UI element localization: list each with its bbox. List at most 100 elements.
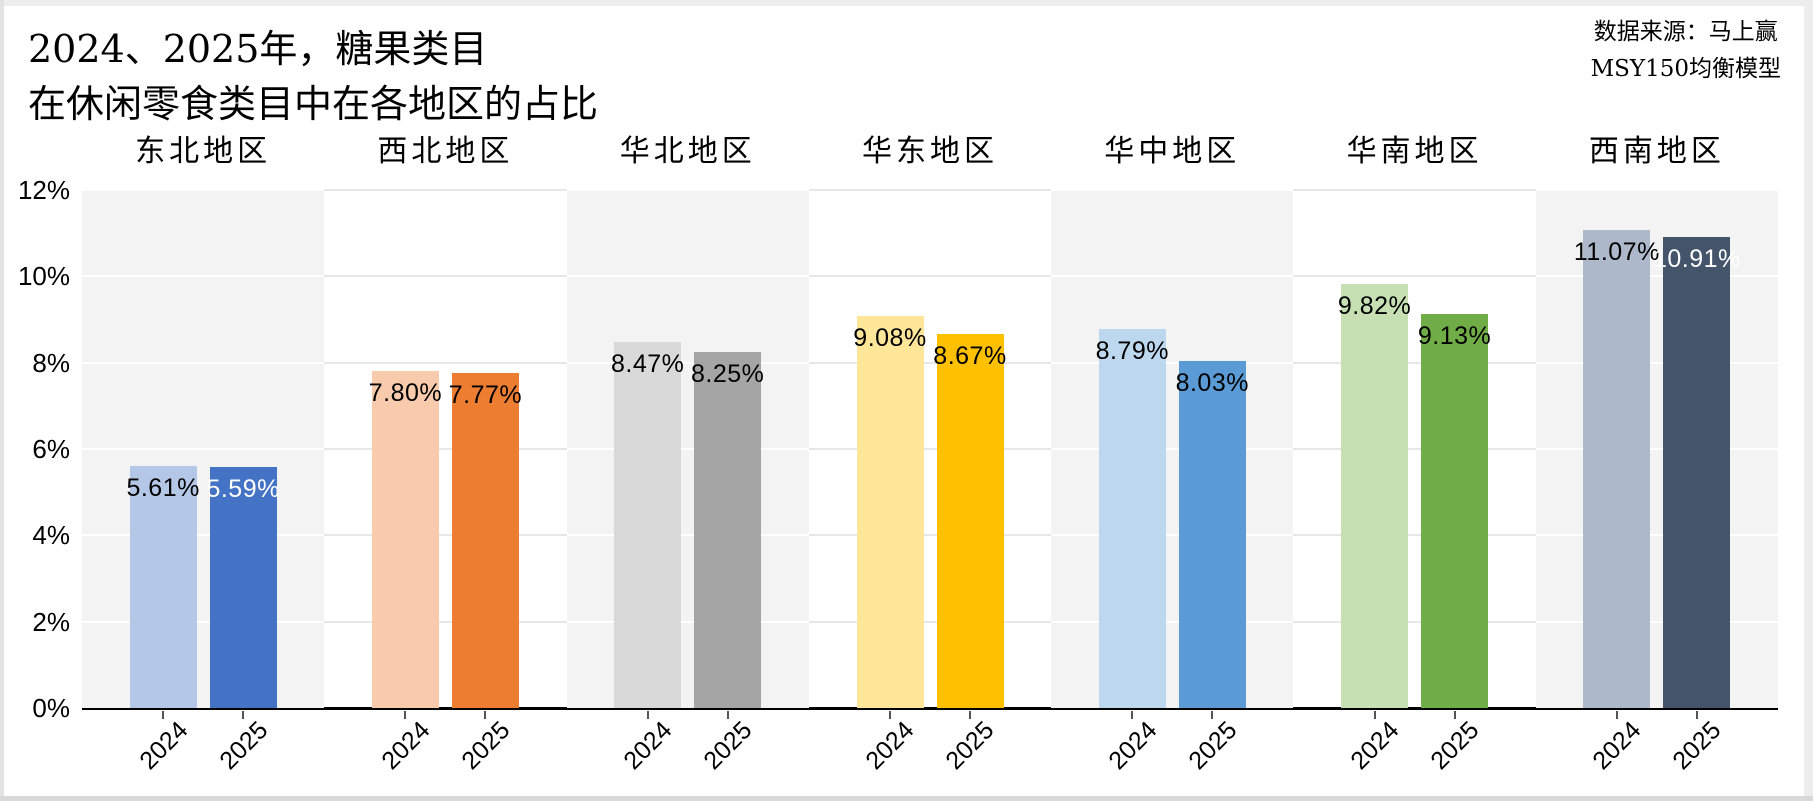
bar-value-label: 9.13% <box>1417 321 1492 350</box>
chart-title-line1: 2024、2025年，糖果类目 <box>28 27 488 71</box>
data-source-line1: 数据来源：马上赢 <box>1593 19 1778 45</box>
gridline <box>1051 275 1294 278</box>
bar: 8.79% <box>1096 328 1168 708</box>
x-tick <box>1131 711 1134 719</box>
bar: 8.67% <box>933 333 1006 708</box>
bar-value-label: 5.61% <box>126 473 200 502</box>
gridline <box>1051 620 1294 623</box>
bar-value-label: 8.25% <box>691 359 765 388</box>
bar-value-label: 11.07% <box>1573 238 1660 267</box>
x-tick <box>646 711 649 719</box>
gridline <box>82 534 325 537</box>
x-tick-label: 2024 <box>1587 716 1647 776</box>
gridline <box>1535 275 1778 278</box>
gridline <box>1293 275 1536 278</box>
bar: 9.82% <box>1337 284 1412 708</box>
gridline <box>808 534 1052 537</box>
x-tick <box>726 711 729 719</box>
gridline <box>1293 448 1536 450</box>
bar: 5.59% <box>206 466 279 708</box>
y-axis-label: 8% <box>32 347 70 378</box>
y-axis-label: 10% <box>17 261 70 292</box>
gridline <box>808 620 1052 623</box>
region-header: 华中地区 <box>1104 134 1241 169</box>
gridline <box>566 275 809 278</box>
gridline <box>808 275 1052 278</box>
gridline <box>1051 361 1294 364</box>
x-tick-label: 2024 <box>860 716 920 776</box>
bar: 7.77% <box>449 372 522 708</box>
window-edge-right <box>1804 0 1813 801</box>
y-axis-label: 0% <box>32 693 70 723</box>
y-axis-label: 2% <box>32 606 70 637</box>
bar-value-label: 8.47% <box>611 350 685 379</box>
window-edge-bottom <box>0 796 1813 801</box>
bar: 8.25% <box>691 351 765 708</box>
data-source: 数据来源：马上赢 MSY150均衡模型 <box>1591 14 1781 88</box>
x-tick <box>1373 711 1376 719</box>
gridline <box>566 189 809 191</box>
x-tick <box>1211 711 1214 719</box>
bar-value-label: 8.03% <box>1175 369 1249 398</box>
gridline <box>324 448 567 450</box>
gridline <box>82 275 325 278</box>
gridline <box>1051 448 1294 450</box>
x-tick-label: 2024 <box>1102 716 1163 776</box>
region-band <box>566 189 809 708</box>
y-axis-label: 4% <box>32 520 70 551</box>
gridline <box>808 448 1052 450</box>
bar-value-label: 9.82% <box>1337 292 1412 321</box>
x-tick <box>1453 711 1456 719</box>
gridline <box>324 361 567 364</box>
bar: 8.03% <box>1175 361 1249 708</box>
gridline <box>1051 189 1294 191</box>
x-tick <box>404 711 407 719</box>
gridline <box>82 448 325 450</box>
x-tick-label: 2025 <box>1182 716 1243 776</box>
gridline <box>808 189 1052 191</box>
gridline <box>566 620 809 623</box>
gridline <box>1535 620 1778 623</box>
bar-value-label: 7.80% <box>368 379 443 408</box>
region-band <box>808 189 1052 708</box>
x-tick-label: 2025 <box>698 716 758 776</box>
region-band <box>1535 189 1778 708</box>
gridline <box>1293 361 1536 364</box>
window-edge-top <box>0 0 1813 6</box>
x-tick-label: 2024 <box>133 716 193 776</box>
gridline <box>82 361 325 364</box>
gridline <box>1535 361 1778 364</box>
gridline <box>1535 189 1778 191</box>
region-header: 华南地区 <box>1346 134 1483 169</box>
gridline <box>1535 534 1778 537</box>
bar: 5.61% <box>126 465 199 708</box>
data-source-line2: MSY150均衡模型 <box>1590 56 1781 82</box>
bar-value-label: 10.91% <box>1652 245 1741 274</box>
x-tick <box>1615 711 1618 719</box>
bar: 7.80% <box>368 371 443 708</box>
gridline <box>1535 448 1778 450</box>
gridline <box>324 275 567 278</box>
plot-area: 5.61% 5.59% 7.80% 7.77% 8.47% 8.25% 9.08% 8.67%… <box>82 189 1778 719</box>
y-axis-label: 6% <box>32 434 70 464</box>
x-tick-label: 2025 <box>1667 716 1727 776</box>
y-axis-label: 12% <box>17 175 70 205</box>
x-tick <box>889 711 891 719</box>
region-band <box>324 189 567 708</box>
gridline <box>1293 189 1536 191</box>
x-tick-label: 2024 <box>618 716 678 776</box>
chart-title-line2: 在休闲零食类目中在各地区的占比 <box>28 82 599 126</box>
bar-value-label: 5.59% <box>206 474 280 503</box>
x-tick-label: 2025 <box>456 716 516 776</box>
gridline <box>1293 620 1536 623</box>
x-tick <box>969 711 971 719</box>
gridline <box>566 534 809 537</box>
x-tick-label: 2025 <box>1425 716 1485 776</box>
gridline <box>1293 534 1536 537</box>
region-header: 华东地区 <box>861 134 998 169</box>
gridline <box>566 448 809 450</box>
region-header: 西北地区 <box>377 134 514 169</box>
x-tick-label: 2024 <box>1345 716 1405 776</box>
